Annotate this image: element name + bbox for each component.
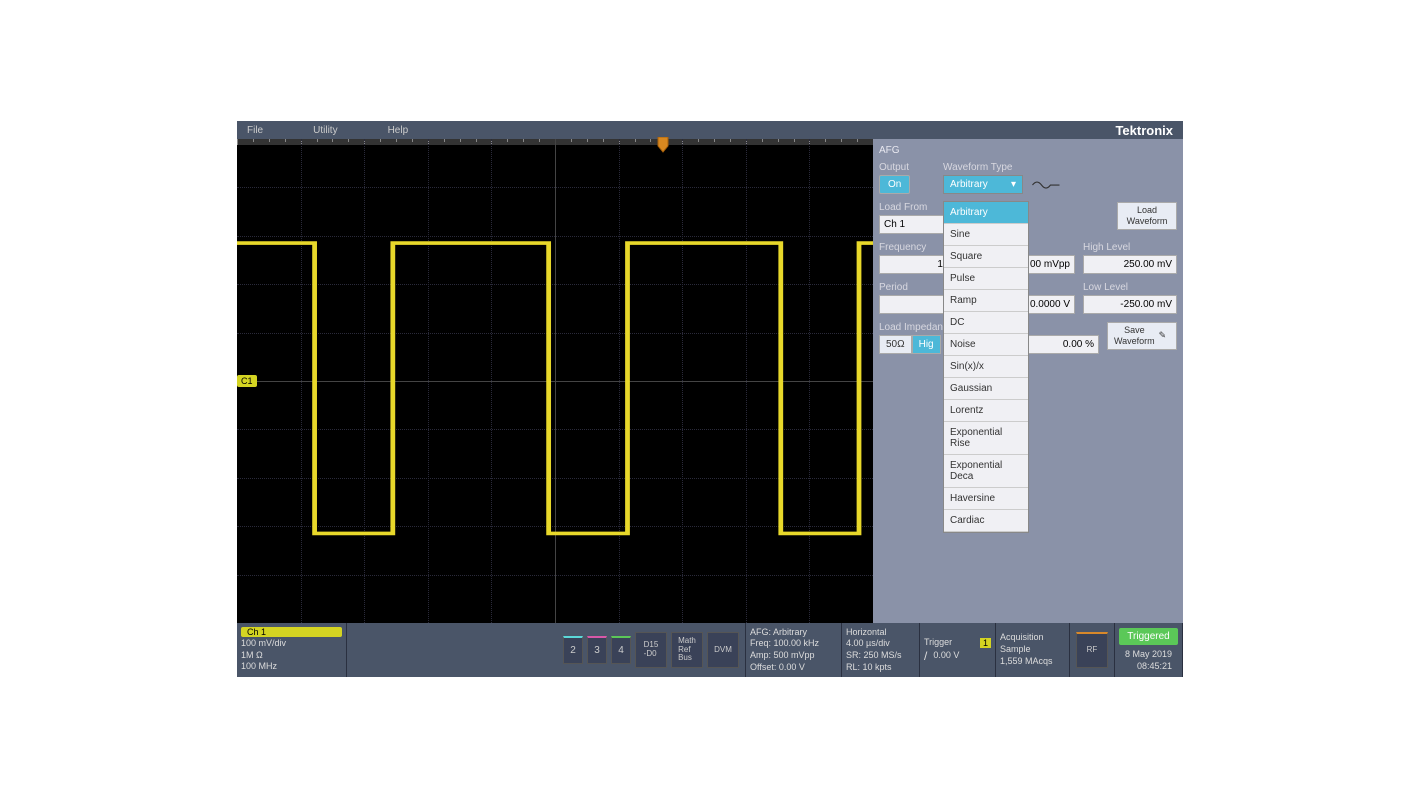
main-area: C1 AFG Output On Waveform Type Arbitrary… [237, 139, 1183, 623]
horizontal-scale: 4.00 µs/div [846, 638, 915, 650]
waveform-option-exponential-deca[interactable]: Exponential Deca [944, 455, 1028, 488]
waveform-option-dc[interactable]: DC [944, 312, 1028, 334]
waveform-option-haversine[interactable]: Haversine [944, 488, 1028, 510]
high-level-input[interactable] [1083, 255, 1177, 274]
triggered-badge: Triggered [1119, 628, 1177, 645]
waveform-type-dropdown-list: ArbitrarySineSquarePulseRampDCNoiseSin(x… [943, 201, 1029, 533]
horizontal-sr: SR: 250 MS/s [846, 650, 915, 662]
afg-status-freq: Freq: 100.00 kHz [750, 638, 837, 650]
channel-1-marker[interactable]: C1 [237, 375, 257, 387]
horizontal-title: Horizontal [846, 627, 915, 639]
dvm-button[interactable]: DVM [707, 632, 739, 668]
waveform-trace [237, 139, 873, 623]
status-date: 8 May 2019 [1125, 649, 1172, 661]
afg-status-offset: Offset: 0.00 V [750, 662, 837, 674]
horizontal-rl: RL: 10 kpts [846, 662, 915, 674]
afg-status-amp: Amp: 500 mVpp [750, 650, 837, 662]
acquisition-count: 1,559 MAcqs [1000, 656, 1065, 668]
trigger-status[interactable]: Trigger 1 / 0.00 V [920, 623, 996, 677]
ch1-bandwidth: 100 MHz [241, 661, 342, 673]
menu-help[interactable]: Help [388, 125, 409, 136]
output-label: Output [879, 162, 935, 173]
waveform-type-label: Waveform Type [943, 162, 1177, 173]
waveform-option-cardiac[interactable]: Cardiac [944, 510, 1028, 532]
status-time: 08:45:21 [1125, 661, 1172, 673]
acquisition-title: Acquisition [1000, 632, 1065, 644]
channel-2-button[interactable]: 2 [563, 636, 583, 664]
waveform-type-dropdown[interactable]: Arbitrary ▾ [943, 175, 1023, 194]
acquisition-mode: Sample [1000, 644, 1065, 656]
trigger-level: 0.00 V [933, 650, 959, 662]
chevron-down-icon: ▾ [1011, 179, 1016, 190]
bottom-status-bar: Ch 1 100 mV/div 1M Ω 100 MHz 2 3 4 D15 -… [237, 623, 1183, 677]
waveform-display[interactable]: C1 [237, 139, 873, 623]
impedance-high-button[interactable]: Hig [912, 335, 941, 354]
pencil-icon: ✎ [1159, 330, 1167, 341]
waveform-type-value: Arbitrary [950, 179, 988, 190]
waveform-option-exponential-rise[interactable]: Exponential Rise [944, 422, 1028, 455]
menubar: File Utility Help Tektronix [237, 121, 1183, 139]
ch1-scale: 100 mV/div [241, 638, 342, 650]
load-waveform-button[interactable]: Load Waveform [1117, 202, 1177, 230]
trigger-title: Trigger [924, 637, 952, 649]
save-waveform-button[interactable]: Save Waveform ✎ [1107, 322, 1177, 350]
afg-panel-title: AFG [879, 145, 1177, 156]
sine-preview-icon [1031, 176, 1061, 194]
ch1-badge: Ch 1 [241, 627, 342, 637]
menu-utility[interactable]: Utility [313, 125, 337, 136]
channel-3-button[interactable]: 3 [587, 636, 607, 664]
waveform-option-square[interactable]: Square [944, 246, 1028, 268]
rf-button[interactable]: RF [1076, 632, 1108, 668]
waveform-option-sine[interactable]: Sine [944, 224, 1028, 246]
oscilloscope-window: File Utility Help Tektronix C1 AFG Outpu… [237, 121, 1183, 677]
high-level-label: High Level [1083, 242, 1177, 253]
afg-status-title: AFG: Arbitrary [750, 627, 837, 639]
waveform-option-arbitrary[interactable]: Arbitrary [944, 202, 1028, 224]
waveform-option-pulse[interactable]: Pulse [944, 268, 1028, 290]
waveform-option-lorentz[interactable]: Lorentz [944, 400, 1028, 422]
impedance-50-button[interactable]: 50Ω [879, 335, 912, 354]
waveform-option-sin-x-x[interactable]: Sin(x)/x [944, 356, 1028, 378]
output-on-button[interactable]: On [879, 175, 910, 194]
waveform-option-gaussian[interactable]: Gaussian [944, 378, 1028, 400]
trigger-slope-icon: / [924, 649, 927, 663]
waveform-option-ramp[interactable]: Ramp [944, 290, 1028, 312]
acquisition-status[interactable]: Acquisition Sample 1,559 MAcqs [996, 623, 1070, 677]
math-ref-bus-button[interactable]: Math Ref Bus [671, 632, 703, 668]
menu-file[interactable]: File [247, 125, 263, 136]
afg-status[interactable]: AFG: Arbitrary Freq: 100.00 kHz Amp: 500… [746, 623, 842, 677]
digital-channels-button[interactable]: D15 -D0 [635, 632, 667, 668]
low-level-label: Low Level [1083, 282, 1177, 293]
trigger-source-badge: 1 [980, 638, 991, 648]
channel-1-info[interactable]: Ch 1 100 mV/div 1M Ω 100 MHz [237, 623, 347, 677]
ch1-impedance: 1M Ω [241, 650, 342, 662]
brand-logo: Tektronix [1115, 123, 1173, 138]
afg-panel: AFG Output On Waveform Type Arbitrary ▾ [873, 139, 1183, 623]
low-level-input[interactable] [1083, 295, 1177, 314]
waveform-option-noise[interactable]: Noise [944, 334, 1028, 356]
channel-4-button[interactable]: 4 [611, 636, 631, 664]
horizontal-status[interactable]: Horizontal 4.00 µs/div SR: 250 MS/s RL: … [842, 623, 920, 677]
